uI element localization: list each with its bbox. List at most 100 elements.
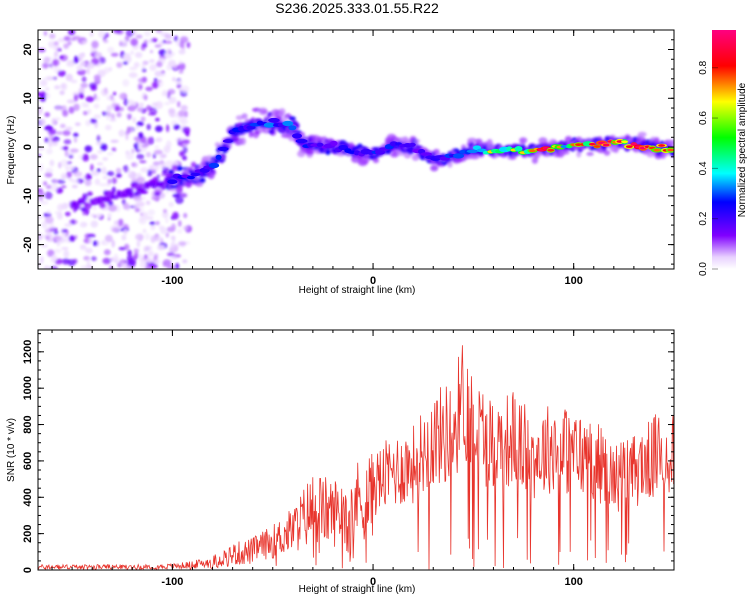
noise-speckle: [133, 197, 143, 202]
ridge-halo: [430, 164, 439, 172]
ridge-body: [670, 152, 674, 156]
noise-speckle: [164, 40, 173, 44]
noise-speckle: [95, 96, 101, 102]
noise-speckle: [175, 262, 180, 269]
ridge-halo: [260, 109, 268, 114]
noise-speckle: [178, 60, 183, 66]
ridge-core: [186, 175, 195, 180]
noise-speckle: [61, 185, 67, 189]
noise-speckle: [85, 208, 90, 216]
noise-speckle: [154, 259, 160, 264]
noise-speckle: [135, 34, 143, 39]
noise-speckle: [176, 83, 182, 89]
spectrogram-marks: [38, 30, 674, 269]
spectrogram-y-tick-label: -20: [22, 237, 34, 253]
ridge-core: [295, 138, 308, 144]
colorbar-tick-label: 0.6: [698, 111, 709, 125]
noise-speckle: [100, 143, 108, 151]
snr-series-line: [38, 345, 674, 570]
noise-speckle: [147, 209, 156, 216]
noise-speckle: [86, 62, 95, 69]
noise-speckle: [93, 74, 101, 81]
noise-speckle: [149, 59, 155, 63]
ridge-halo: [390, 152, 399, 158]
noise-speckle: [43, 31, 48, 36]
noise-speckle: [63, 250, 70, 258]
noise-speckle: [54, 85, 61, 90]
noise-speckle: [60, 175, 68, 179]
noise-speckle: [52, 76, 57, 81]
noise-speckle: [80, 265, 90, 269]
noise-speckle: [78, 92, 84, 99]
noise-speckle: [168, 96, 177, 104]
noise-speckle: [68, 106, 75, 114]
noise-speckle: [44, 137, 49, 143]
noise-speckle: [149, 221, 156, 226]
noise-speckle: [180, 118, 188, 125]
noise-speckle: [170, 235, 176, 240]
noise-speckle: [89, 154, 98, 160]
noise-speckle: [90, 220, 99, 228]
noise-speckle: [99, 57, 106, 64]
noise-speckle: [147, 38, 153, 44]
noise-trace-blob: [111, 186, 116, 194]
noise-speckle: [73, 132, 79, 138]
noise-speckle: [49, 159, 55, 167]
noise-speckle: [93, 93, 97, 100]
noise-speckle: [141, 68, 147, 73]
noise-trace-blob: [84, 202, 92, 210]
noise-speckle: [50, 183, 58, 192]
noise-speckle: [55, 187, 64, 194]
noise-speckle: [73, 57, 79, 64]
noise-speckle: [91, 170, 100, 176]
noise-speckle: [63, 43, 69, 49]
noise-speckle: [163, 209, 167, 213]
ridge-halo: [195, 182, 204, 188]
noise-speckle: [115, 167, 122, 174]
noise-speckle: [85, 247, 93, 254]
ridge-halo: [305, 149, 315, 155]
noise-speckle: [79, 221, 88, 228]
noise-speckle: [109, 118, 117, 122]
snr-plot-area: [38, 330, 674, 570]
noise-speckle: [43, 265, 50, 269]
noise-speckle: [71, 184, 78, 189]
noise-speckle: [90, 213, 96, 218]
noise-speckle: [64, 211, 71, 217]
noise-speckle: [186, 41, 191, 49]
noise-speckle: [155, 61, 163, 68]
noise-speckle: [79, 244, 87, 250]
noise-speckle: [54, 65, 59, 74]
noise-speckle: [134, 208, 140, 213]
noise-speckle: [123, 202, 129, 210]
noise-trace-blob: [129, 192, 134, 199]
noise-speckle: [154, 79, 162, 83]
noise-speckle: [118, 129, 125, 137]
snr-x-tick-label: -100: [161, 576, 183, 588]
noise-speckle: [118, 247, 126, 251]
ridge-peak: [602, 143, 610, 147]
noise-speckle: [147, 137, 152, 144]
colorbar-tick-label: 0.4: [698, 161, 709, 175]
noise-speckle: [177, 64, 184, 69]
noise-speckle: [38, 163, 44, 172]
noise-speckle: [175, 80, 183, 85]
noise-speckle: [178, 110, 186, 117]
noise-speckle: [133, 142, 139, 150]
noise-speckle: [54, 51, 59, 57]
noise-speckle: [157, 73, 166, 77]
ridge-core: [452, 153, 465, 159]
noise-speckle: [96, 134, 101, 143]
noise-speckle: [141, 144, 149, 148]
noise-speckle: [131, 162, 138, 168]
ridge-peak: [547, 148, 555, 152]
noise-speckle: [116, 62, 123, 68]
noise-speckle: [38, 142, 41, 147]
noise-speckle: [103, 249, 111, 256]
spectrogram-x-tick-label: 100: [565, 275, 583, 287]
noise-speckle: [45, 167, 54, 173]
noise-speckle: [49, 33, 56, 39]
snr-y-tick-label: 400: [22, 488, 34, 506]
noise-speckle: [62, 110, 69, 117]
noise-speckle: [97, 69, 106, 78]
